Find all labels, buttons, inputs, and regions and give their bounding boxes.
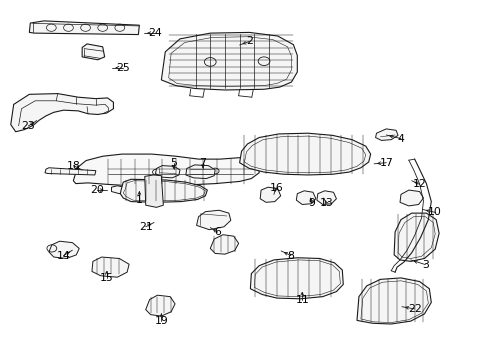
Polygon shape xyxy=(82,44,104,60)
Text: 4: 4 xyxy=(397,134,404,144)
Polygon shape xyxy=(161,32,297,90)
Polygon shape xyxy=(11,94,113,132)
Polygon shape xyxy=(399,190,423,206)
Text: 17: 17 xyxy=(379,158,392,168)
Text: 9: 9 xyxy=(308,198,315,208)
Text: 13: 13 xyxy=(319,198,333,208)
Polygon shape xyxy=(296,191,315,204)
Text: 14: 14 xyxy=(57,251,70,261)
Polygon shape xyxy=(111,186,125,194)
Text: 8: 8 xyxy=(287,251,294,261)
Polygon shape xyxy=(45,168,96,175)
Text: 22: 22 xyxy=(407,304,421,314)
Text: 23: 23 xyxy=(21,121,35,131)
Text: 10: 10 xyxy=(427,207,441,217)
Polygon shape xyxy=(316,191,336,204)
Text: 7: 7 xyxy=(199,158,206,168)
Polygon shape xyxy=(210,235,238,254)
Text: 2: 2 xyxy=(245,36,252,46)
Polygon shape xyxy=(375,129,397,140)
Polygon shape xyxy=(155,166,180,178)
Text: 11: 11 xyxy=(295,294,308,305)
Polygon shape xyxy=(145,295,175,316)
Polygon shape xyxy=(393,213,438,261)
Polygon shape xyxy=(49,241,79,258)
Polygon shape xyxy=(196,210,230,230)
Text: 24: 24 xyxy=(148,28,162,38)
Polygon shape xyxy=(250,258,343,299)
Polygon shape xyxy=(29,21,139,35)
Polygon shape xyxy=(92,257,129,277)
Text: 1: 1 xyxy=(136,195,142,205)
Polygon shape xyxy=(73,154,259,186)
Polygon shape xyxy=(260,187,280,202)
Text: 12: 12 xyxy=(412,179,426,189)
Text: 25: 25 xyxy=(116,63,130,73)
Text: 5: 5 xyxy=(170,158,177,168)
Polygon shape xyxy=(144,175,163,207)
Text: 16: 16 xyxy=(269,183,283,193)
Text: 18: 18 xyxy=(66,161,80,171)
Text: 21: 21 xyxy=(139,222,152,232)
Text: 19: 19 xyxy=(154,316,168,326)
Polygon shape xyxy=(239,133,370,175)
Text: 20: 20 xyxy=(90,185,103,195)
Polygon shape xyxy=(185,165,215,179)
Polygon shape xyxy=(120,179,207,202)
Text: 15: 15 xyxy=(100,273,113,283)
Text: 3: 3 xyxy=(421,260,428,270)
Text: 6: 6 xyxy=(214,227,221,237)
Polygon shape xyxy=(356,278,430,324)
